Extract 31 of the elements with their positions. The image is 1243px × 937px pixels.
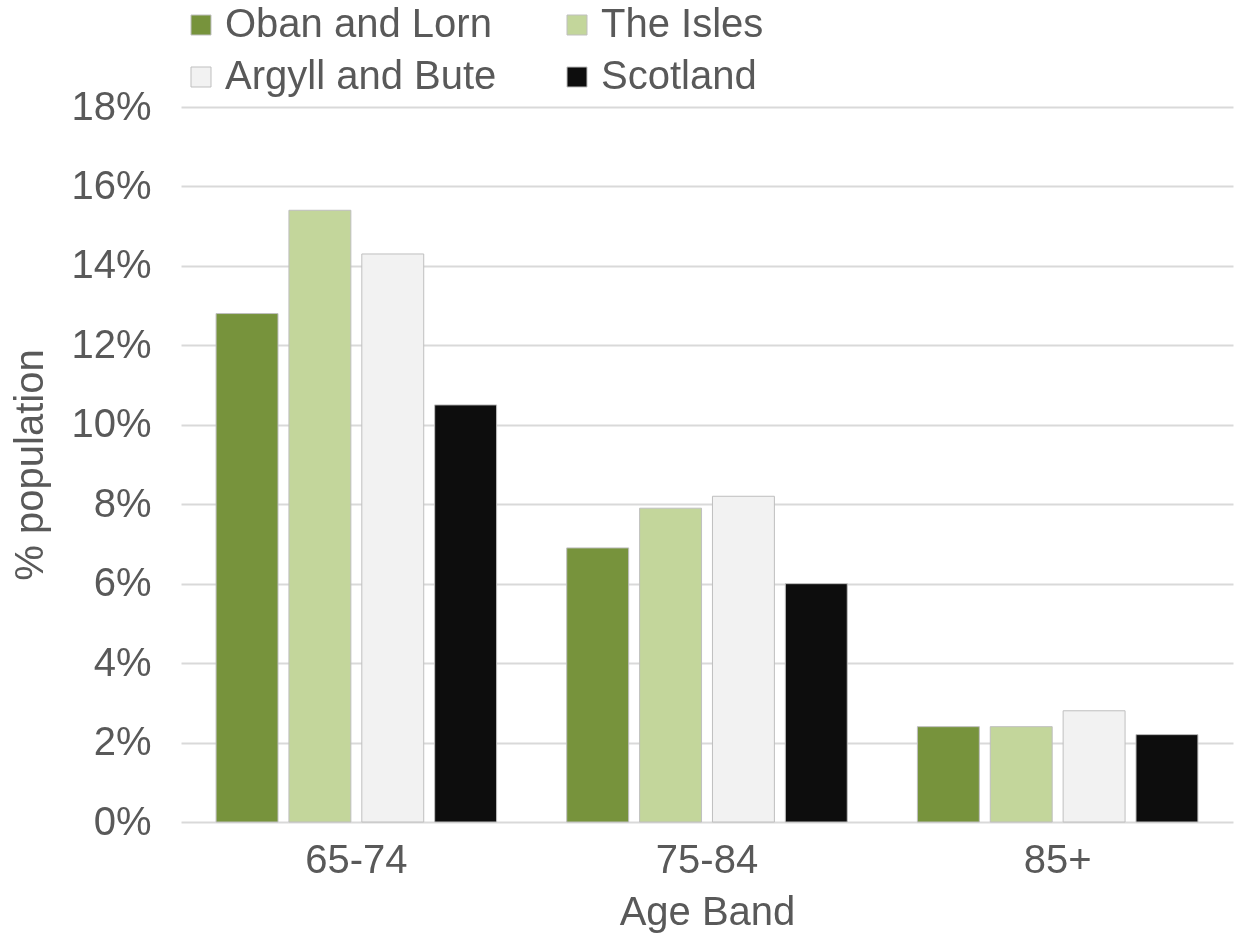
bar: [916, 726, 980, 823]
y-tick-label: 16%: [71, 162, 152, 207]
bar: [434, 404, 498, 823]
y-tick-label: 10%: [71, 401, 152, 446]
y-tick-label: 18%: [71, 83, 152, 128]
bar: [1135, 734, 1199, 823]
bar: [639, 507, 703, 823]
bar: [566, 547, 630, 823]
legend-label: The Isles: [601, 1, 764, 45]
x-axis-title: Age Band: [619, 888, 796, 933]
y-axis-title: % population: [7, 349, 52, 581]
bar: [361, 253, 425, 823]
y-tick-label: 12%: [71, 321, 152, 366]
legend-label: Oban and Lorn: [225, 1, 492, 45]
x-tick-label: 65-74: [305, 836, 408, 881]
bar: [1062, 710, 1126, 823]
y-tick-label: 6%: [93, 560, 152, 605]
y-tick-label: 4%: [93, 639, 152, 684]
legend-label: Scotland: [601, 53, 757, 97]
x-tick-label: 85+: [1023, 836, 1092, 881]
bar: [784, 583, 848, 823]
y-tick-label: 8%: [93, 480, 152, 525]
bar: [989, 726, 1053, 823]
x-tick-label: 75-84: [655, 836, 759, 881]
y-tick-label: 0%: [93, 798, 152, 843]
bar: [711, 495, 775, 823]
legend-label: Argyll and Bute: [225, 53, 497, 97]
y-tick-label: 2%: [93, 719, 152, 764]
y-tick-label: 14%: [71, 242, 152, 287]
bar: [215, 313, 279, 823]
bar: [288, 209, 352, 823]
